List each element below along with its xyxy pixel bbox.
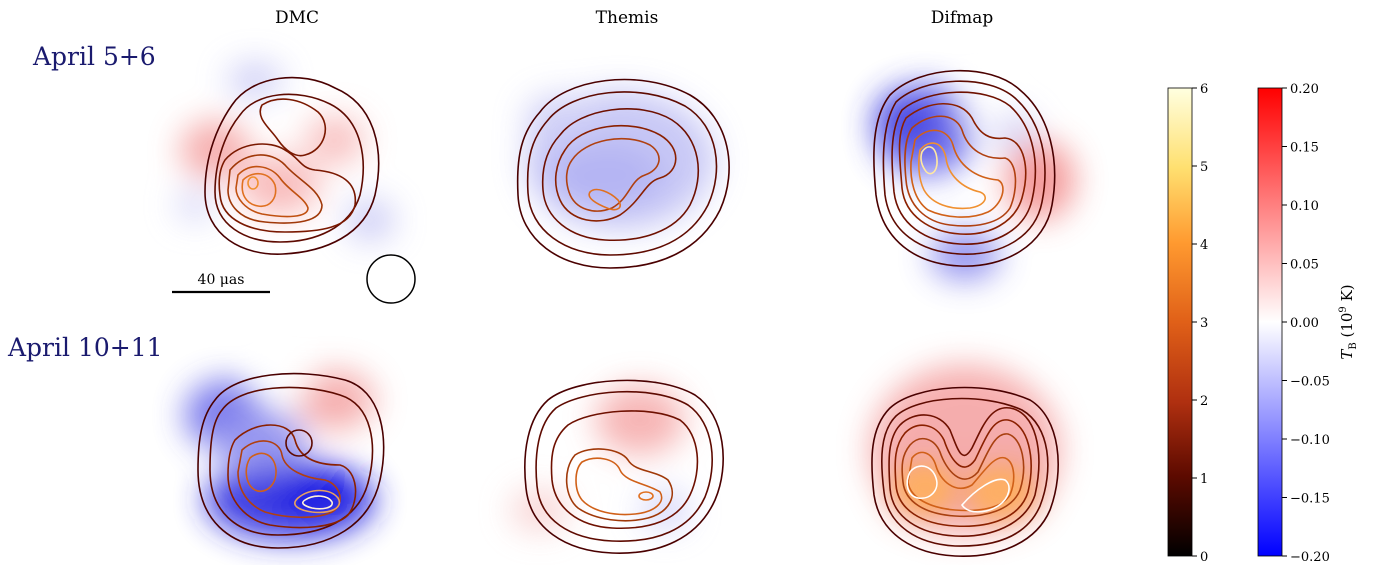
intensity-tick-label: 5	[1200, 160, 1208, 175]
panel-themis-april-5-6	[516, 78, 730, 269]
panel-difmap-april-10-11	[870, 365, 1060, 557]
tb-label-end: K)	[1338, 284, 1356, 306]
tb-tick-label: −0.15	[1290, 492, 1330, 507]
colorbar-tb-label: TB (109 K)	[1338, 284, 1359, 359]
colorbar-intensity: 0 1 2 3 4 5 6	[1167, 82, 1208, 565]
colorbar-tb-ticks: 0.20 0.15 0.10 0.05 0.00 −0.05 −0.10 −0.15 −0.20	[1282, 82, 1330, 565]
panel-dmc-april-5-6: 40 μas	[172, 62, 416, 304]
intensity-tick-label: 4	[1200, 238, 1208, 253]
row-label-april-10-11: April 10+11	[8, 333, 163, 362]
tb-tick-label: −0.10	[1290, 433, 1330, 448]
row-label-april-5-6: April 5+6	[33, 42, 156, 71]
tb-tick-label: −0.20	[1290, 550, 1330, 565]
colorbar-tb-bar	[1257, 87, 1283, 557]
tb-label-rest: (10	[1338, 313, 1356, 343]
tb-tick-label: 0.05	[1290, 258, 1319, 273]
tb-tick-label: 0.15	[1290, 141, 1319, 156]
column-title-themis: Themis	[595, 8, 659, 28]
intensity-tick-label: 1	[1200, 472, 1208, 487]
intensity-tick-label: 3	[1200, 316, 1208, 331]
tb-label-sub: B	[1348, 342, 1359, 349]
tb-label-exp: 9	[1338, 306, 1349, 312]
tb-label-main: T	[1338, 349, 1356, 360]
tb-tick-label: 0.10	[1290, 199, 1319, 214]
tb-tick-label: 0.20	[1290, 82, 1319, 97]
intensity-tick-label: 0	[1200, 550, 1208, 565]
intensity-tick-label: 6	[1200, 82, 1208, 97]
column-title-dmc: DMC	[274, 8, 320, 28]
panel-themis-april-10-11	[510, 379, 724, 554]
intensity-tick-label: 2	[1200, 394, 1208, 409]
column-title-difmap: Difmap	[930, 8, 994, 28]
colorbar-intensity-ticks: 0 1 2 3 4 5 6	[1192, 82, 1208, 565]
panel-difmap-april-5-6	[873, 69, 1075, 280]
panel-dmc-april-10-11	[185, 370, 385, 549]
scalebar-label: 40 μas	[198, 272, 245, 288]
tb-tick-label: 0.00	[1290, 316, 1319, 331]
colorbar-tb: 0.20 0.15 0.10 0.05 0.00 −0.05 −0.10 −0.15 −0.20…	[1257, 82, 1359, 565]
tb-tick-label: −0.05	[1290, 375, 1330, 390]
colorbar-intensity-bar	[1167, 87, 1193, 557]
beam-circle	[366, 254, 416, 304]
